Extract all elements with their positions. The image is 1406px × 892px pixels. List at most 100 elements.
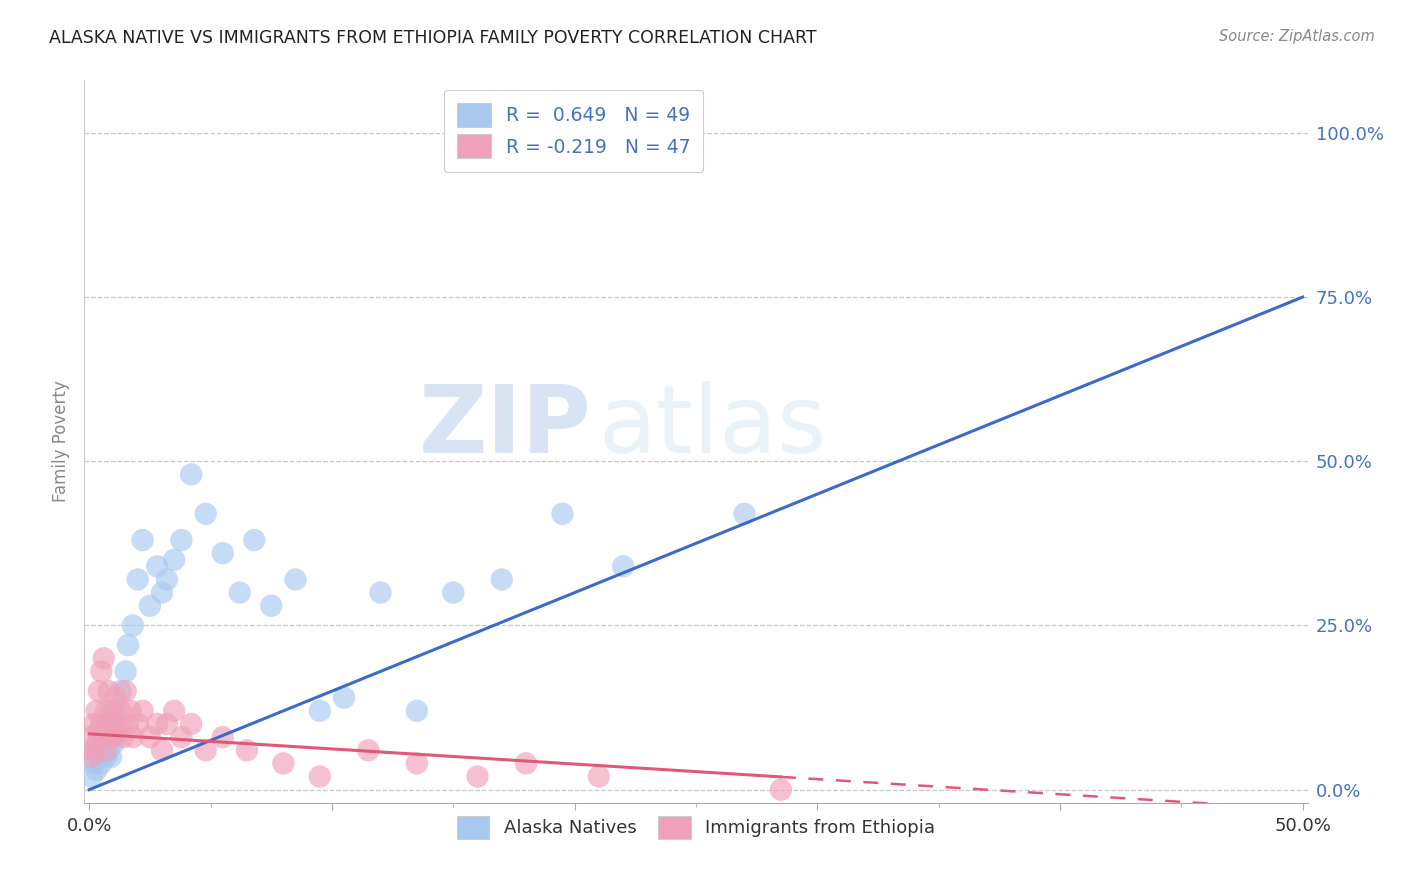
Point bbox=[163, 553, 186, 567]
Point bbox=[80, 770, 103, 784]
Point bbox=[122, 730, 145, 744]
Point bbox=[211, 546, 233, 560]
Point bbox=[273, 756, 295, 771]
Point bbox=[117, 638, 139, 652]
Point bbox=[194, 507, 217, 521]
Point bbox=[86, 704, 108, 718]
Point bbox=[104, 690, 127, 705]
Point bbox=[83, 717, 105, 731]
Point bbox=[97, 717, 120, 731]
Point bbox=[107, 717, 129, 731]
Point bbox=[467, 770, 489, 784]
Text: atlas: atlas bbox=[598, 381, 827, 473]
Point bbox=[284, 573, 307, 587]
Point bbox=[122, 618, 145, 632]
Point bbox=[86, 743, 108, 757]
Point bbox=[211, 730, 233, 744]
Point bbox=[333, 690, 356, 705]
Point bbox=[93, 743, 115, 757]
Point bbox=[93, 730, 115, 744]
Point bbox=[156, 717, 179, 731]
Point bbox=[441, 585, 464, 599]
Point bbox=[90, 756, 112, 771]
Point bbox=[120, 704, 142, 718]
Point bbox=[260, 599, 283, 613]
Point bbox=[139, 599, 162, 613]
Text: ALASKA NATIVE VS IMMIGRANTS FROM ETHIOPIA FAMILY POVERTY CORRELATION CHART: ALASKA NATIVE VS IMMIGRANTS FROM ETHIOPI… bbox=[49, 29, 817, 46]
Point bbox=[96, 749, 118, 764]
Point bbox=[515, 756, 537, 771]
Text: ZIP: ZIP bbox=[419, 381, 592, 473]
Point bbox=[163, 704, 186, 718]
Point bbox=[236, 743, 259, 757]
Point bbox=[405, 704, 427, 718]
Point bbox=[83, 743, 105, 757]
Point bbox=[357, 743, 380, 757]
Point bbox=[156, 573, 179, 587]
Point bbox=[243, 533, 266, 547]
Point bbox=[97, 684, 120, 698]
Point bbox=[110, 704, 132, 718]
Point bbox=[80, 749, 103, 764]
Point bbox=[150, 585, 173, 599]
Point bbox=[131, 704, 153, 718]
Point bbox=[491, 573, 513, 587]
Point bbox=[96, 730, 118, 744]
Point bbox=[86, 737, 108, 751]
Point bbox=[80, 730, 103, 744]
Point bbox=[194, 743, 217, 757]
Point bbox=[87, 723, 110, 738]
Text: Source: ZipAtlas.com: Source: ZipAtlas.com bbox=[1219, 29, 1375, 44]
Point bbox=[551, 507, 574, 521]
Point bbox=[103, 717, 125, 731]
Point bbox=[96, 743, 118, 757]
Point bbox=[97, 743, 120, 757]
Point bbox=[170, 533, 193, 547]
Point bbox=[405, 756, 427, 771]
Point bbox=[170, 730, 193, 744]
Point bbox=[117, 717, 139, 731]
Point bbox=[103, 717, 125, 731]
Point bbox=[103, 730, 125, 744]
Point bbox=[100, 730, 122, 744]
Point bbox=[107, 723, 129, 738]
Point bbox=[110, 684, 132, 698]
Point bbox=[83, 756, 105, 771]
Point bbox=[612, 559, 634, 574]
Point bbox=[370, 585, 392, 599]
Point bbox=[114, 684, 136, 698]
Point bbox=[127, 717, 149, 731]
Point bbox=[87, 749, 110, 764]
Point bbox=[180, 467, 202, 482]
Point bbox=[150, 743, 173, 757]
Point bbox=[96, 704, 118, 718]
Point bbox=[734, 507, 756, 521]
Point bbox=[588, 770, 610, 784]
Point bbox=[100, 749, 122, 764]
Point bbox=[97, 730, 120, 744]
Legend: Alaska Natives, Immigrants from Ethiopia: Alaska Natives, Immigrants from Ethiopia bbox=[447, 806, 945, 848]
Point bbox=[139, 730, 162, 744]
Point bbox=[93, 723, 115, 738]
Point bbox=[87, 684, 110, 698]
Point bbox=[87, 730, 110, 744]
Point bbox=[180, 717, 202, 731]
Point bbox=[90, 737, 112, 751]
Point bbox=[131, 533, 153, 547]
Point bbox=[112, 730, 135, 744]
Point bbox=[86, 763, 108, 777]
Point bbox=[114, 665, 136, 679]
Point bbox=[104, 704, 127, 718]
Point bbox=[93, 651, 115, 665]
Point bbox=[308, 770, 330, 784]
Point bbox=[146, 717, 169, 731]
Point bbox=[100, 704, 122, 718]
Point bbox=[146, 559, 169, 574]
Point bbox=[769, 782, 792, 797]
Point bbox=[228, 585, 250, 599]
Y-axis label: Family Poverty: Family Poverty bbox=[52, 381, 70, 502]
Point bbox=[127, 573, 149, 587]
Point bbox=[90, 665, 112, 679]
Point bbox=[90, 717, 112, 731]
Point bbox=[103, 737, 125, 751]
